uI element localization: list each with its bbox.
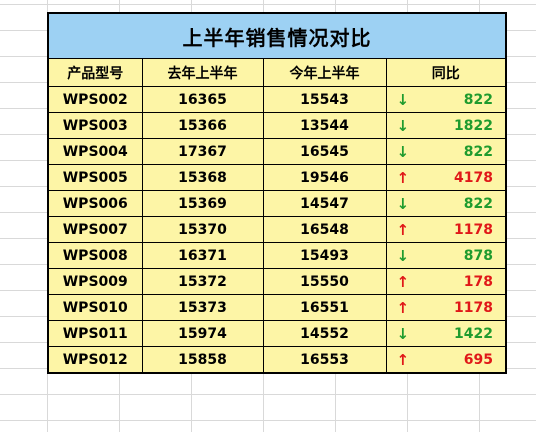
table-title[interactable]: 上半年销售情况对比 bbox=[47, 12, 507, 59]
up-arrow-icon: ↑ bbox=[396, 350, 410, 369]
up-arrow-icon: ↑ bbox=[396, 168, 410, 187]
cell-yoy[interactable]: ↓ 1822 bbox=[385, 112, 507, 139]
cell-last-year[interactable]: 15373 bbox=[141, 294, 264, 321]
cell-this-year[interactable]: 16551 bbox=[262, 294, 387, 321]
yoy-difference: 878 bbox=[463, 247, 493, 264]
cell-yoy[interactable]: ↑ 4178 bbox=[385, 164, 507, 191]
yoy-value: ↓ 822 bbox=[387, 191, 506, 216]
yoy-value: ↑ 1178 bbox=[387, 295, 506, 320]
yoy-difference: 4178 bbox=[454, 169, 493, 186]
table-row: WPS008 16371 15493 ↓ 878 bbox=[47, 242, 507, 269]
table-row: WPS012 15858 16553 ↑ 695 bbox=[47, 346, 507, 374]
cell-yoy[interactable]: ↓ 822 bbox=[385, 190, 507, 217]
yoy-difference: 1422 bbox=[454, 325, 493, 342]
table-row: WPS011 15974 14552 ↓ 1422 bbox=[47, 320, 507, 347]
cell-this-year[interactable]: 15543 bbox=[262, 86, 387, 113]
yoy-difference: 178 bbox=[463, 273, 493, 290]
yoy-value: ↑ 1178 bbox=[387, 217, 506, 242]
header-model[interactable]: 产品型号 bbox=[47, 58, 143, 87]
yoy-value: ↓ 1422 bbox=[387, 321, 506, 346]
cell-model[interactable]: WPS011 bbox=[47, 320, 143, 347]
yoy-value: ↓ 822 bbox=[387, 87, 506, 112]
up-arrow-icon: ↑ bbox=[396, 298, 410, 317]
header-this-year[interactable]: 今年上半年 bbox=[262, 58, 387, 87]
down-arrow-icon: ↓ bbox=[396, 90, 410, 109]
yoy-difference: 1822 bbox=[454, 117, 493, 134]
cell-this-year[interactable]: 15493 bbox=[262, 242, 387, 269]
table-row: WPS005 15368 19546 ↑ 4178 bbox=[47, 164, 507, 191]
cell-this-year[interactable]: 15550 bbox=[262, 268, 387, 295]
cell-last-year[interactable]: 15368 bbox=[141, 164, 264, 191]
cell-model[interactable]: WPS008 bbox=[47, 242, 143, 269]
cell-model[interactable]: WPS009 bbox=[47, 268, 143, 295]
yoy-difference: 822 bbox=[463, 143, 493, 160]
header-last-year[interactable]: 去年上半年 bbox=[141, 58, 264, 87]
cell-last-year[interactable]: 16371 bbox=[141, 242, 264, 269]
cell-yoy[interactable]: ↑ 1178 bbox=[385, 216, 507, 243]
cell-model[interactable]: WPS006 bbox=[47, 190, 143, 217]
yoy-value: ↑ 695 bbox=[387, 347, 506, 372]
sales-comparison-table: 上半年销售情况对比 产品型号 去年上半年 今年上半年 同比 WPS002 1636… bbox=[47, 12, 507, 374]
cell-yoy[interactable]: ↓ 822 bbox=[385, 138, 507, 165]
down-arrow-icon: ↓ bbox=[396, 246, 410, 265]
table-row: WPS002 16365 15543 ↓ 822 bbox=[47, 86, 507, 113]
cell-this-year[interactable]: 14552 bbox=[262, 320, 387, 347]
cell-this-year[interactable]: 13544 bbox=[262, 112, 387, 139]
cell-this-year[interactable]: 16545 bbox=[262, 138, 387, 165]
cell-model[interactable]: WPS010 bbox=[47, 294, 143, 321]
yoy-value: ↑ 178 bbox=[387, 269, 506, 294]
cell-last-year[interactable]: 15974 bbox=[141, 320, 264, 347]
yoy-difference: 1178 bbox=[454, 299, 493, 316]
title-row: 上半年销售情况对比 bbox=[47, 12, 507, 59]
cell-model[interactable]: WPS007 bbox=[47, 216, 143, 243]
down-arrow-icon: ↓ bbox=[396, 142, 410, 161]
cell-model[interactable]: WPS005 bbox=[47, 164, 143, 191]
table-row: WPS010 15373 16551 ↑ 1178 bbox=[47, 294, 507, 321]
cell-last-year[interactable]: 15366 bbox=[141, 112, 264, 139]
cell-yoy[interactable]: ↑ 178 bbox=[385, 268, 507, 295]
cell-yoy[interactable]: ↑ 1178 bbox=[385, 294, 507, 321]
cell-yoy[interactable]: ↑ 695 bbox=[385, 346, 507, 374]
cell-last-year[interactable]: 15858 bbox=[141, 346, 264, 374]
cell-model[interactable]: WPS012 bbox=[47, 346, 143, 374]
cell-model[interactable]: WPS003 bbox=[47, 112, 143, 139]
header-yoy[interactable]: 同比 bbox=[385, 58, 507, 87]
yoy-value: ↓ 878 bbox=[387, 243, 506, 268]
cell-this-year[interactable]: 16553 bbox=[262, 346, 387, 374]
table-row: WPS009 15372 15550 ↑ 178 bbox=[47, 268, 507, 295]
yoy-difference: 822 bbox=[463, 195, 493, 212]
cell-model[interactable]: WPS002 bbox=[47, 86, 143, 113]
table-row: WPS003 15366 13544 ↓ 1822 bbox=[47, 112, 507, 139]
table-row: WPS006 15369 14547 ↓ 822 bbox=[47, 190, 507, 217]
cell-yoy[interactable]: ↓ 878 bbox=[385, 242, 507, 269]
cell-last-year[interactable]: 15370 bbox=[141, 216, 264, 243]
cell-last-year[interactable]: 15372 bbox=[141, 268, 264, 295]
cell-this-year[interactable]: 14547 bbox=[262, 190, 387, 217]
yoy-difference: 1178 bbox=[454, 221, 493, 238]
yoy-value: ↓ 822 bbox=[387, 139, 506, 164]
yoy-value: ↑ 4178 bbox=[387, 165, 506, 190]
cell-yoy[interactable]: ↓ 822 bbox=[385, 86, 507, 113]
yoy-difference: 822 bbox=[463, 91, 493, 108]
down-arrow-icon: ↓ bbox=[396, 324, 410, 343]
up-arrow-icon: ↑ bbox=[396, 220, 410, 239]
table-row: WPS007 15370 16548 ↑ 1178 bbox=[47, 216, 507, 243]
yoy-value: ↓ 1822 bbox=[387, 113, 506, 138]
cell-model[interactable]: WPS004 bbox=[47, 138, 143, 165]
cell-last-year[interactable]: 17367 bbox=[141, 138, 264, 165]
cell-last-year[interactable]: 15369 bbox=[141, 190, 264, 217]
cell-yoy[interactable]: ↓ 1422 bbox=[385, 320, 507, 347]
header-row: 产品型号 去年上半年 今年上半年 同比 bbox=[47, 58, 507, 87]
yoy-difference: 695 bbox=[463, 351, 493, 368]
down-arrow-icon: ↓ bbox=[396, 194, 410, 213]
down-arrow-icon: ↓ bbox=[396, 116, 410, 135]
cell-last-year[interactable]: 16365 bbox=[141, 86, 264, 113]
up-arrow-icon: ↑ bbox=[396, 272, 410, 291]
cell-this-year[interactable]: 19546 bbox=[262, 164, 387, 191]
cell-this-year[interactable]: 16548 bbox=[262, 216, 387, 243]
table-row: WPS004 17367 16545 ↓ 822 bbox=[47, 138, 507, 165]
